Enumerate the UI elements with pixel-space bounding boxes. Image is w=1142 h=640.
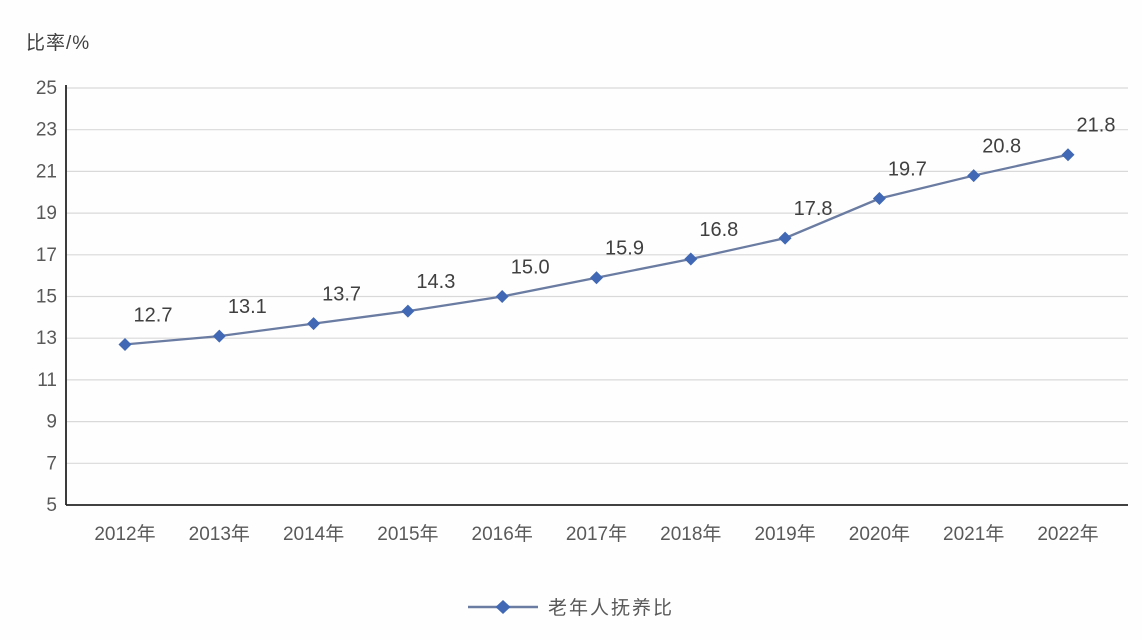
data-label: 21.8 [1077, 115, 1116, 137]
data-point-marker [212, 329, 226, 343]
y-tick-label: 25 [36, 78, 57, 99]
y-tick-label: 11 [37, 370, 57, 391]
y-axis-title: 比率/% [26, 33, 91, 54]
x-tick-label: 2014年 [283, 523, 344, 545]
y-tick-label: 15 [36, 287, 57, 308]
data-label: 19.7 [888, 159, 927, 181]
x-tick-label: 2020年 [849, 523, 910, 545]
y-tick-label: 17 [36, 245, 57, 266]
data-point-marker [401, 304, 415, 318]
data-label: 16.8 [699, 219, 738, 241]
x-tick-label: 2012年 [94, 523, 155, 545]
y-tick-label: 13 [36, 328, 57, 349]
data-label: 15.0 [511, 257, 550, 279]
data-point-marker [307, 317, 321, 331]
x-tick-label: 2019年 [754, 523, 815, 545]
legend-diamond-icon [495, 599, 511, 614]
y-tick-label: 21 [36, 161, 57, 182]
data-label: 15.9 [605, 238, 644, 260]
y-tick-label: 9 [46, 412, 57, 433]
x-tick-label: 2018年 [660, 523, 721, 545]
y-tick-label: 19 [36, 203, 57, 224]
data-label: 13.1 [228, 296, 267, 318]
data-point-marker [118, 337, 132, 351]
data-point-marker [872, 192, 886, 206]
y-tick-label: 5 [46, 495, 57, 516]
y-tick-label: 7 [46, 453, 57, 474]
data-label: 14.3 [416, 271, 455, 293]
legend-line-marker-icon [467, 599, 538, 614]
data-label: 12.7 [134, 304, 173, 326]
x-tick-label: 2015年 [377, 523, 438, 545]
data-point-marker [590, 271, 603, 285]
x-tick-label: 2021年 [943, 523, 1004, 545]
y-tick-label: 23 [36, 120, 57, 141]
x-tick-label: 2016年 [472, 523, 533, 545]
data-point-marker [495, 290, 509, 303]
data-point-marker [778, 231, 792, 245]
legend: 老年人抚养比 [0, 593, 1142, 620]
data-point-marker [1061, 148, 1075, 162]
data-label: 13.7 [322, 284, 361, 306]
data-point-marker [684, 252, 698, 266]
x-tick-label: 2022年 [1037, 523, 1098, 545]
data-point-marker [967, 169, 981, 183]
legend-label: 老年人抚养比 [547, 598, 674, 619]
x-tick-label: 2013年 [189, 523, 250, 545]
data-label: 17.8 [794, 198, 833, 220]
data-label: 20.8 [982, 136, 1021, 158]
x-tick-label: 2017年 [566, 523, 627, 545]
